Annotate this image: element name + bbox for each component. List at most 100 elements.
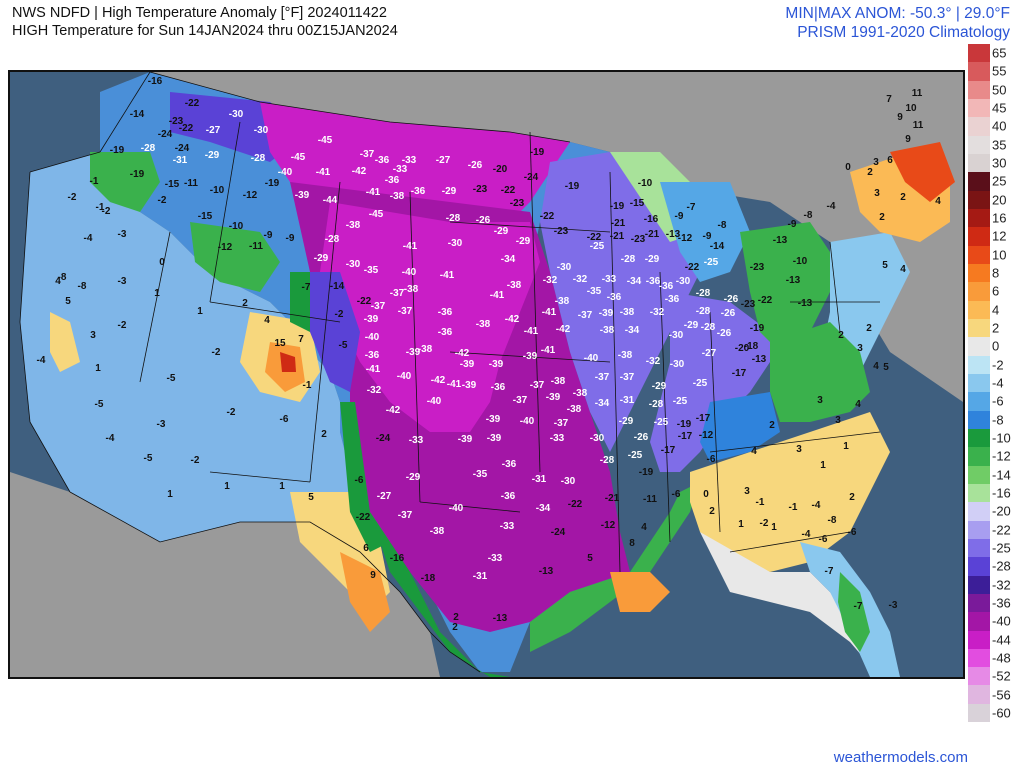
anomaly-value: -41 <box>542 307 557 318</box>
anomaly-value: 5 <box>587 553 593 564</box>
anomaly-value: 3 <box>835 415 841 426</box>
anomaly-value: -26 <box>476 215 491 226</box>
anomaly-value: -24 <box>376 433 391 444</box>
anomaly-value: -19 <box>130 169 145 180</box>
anomaly-value: -29 <box>516 236 531 247</box>
anomaly-value: 3 <box>796 444 802 455</box>
anomaly-value: -38 <box>555 296 570 307</box>
anomaly-value: -33 <box>488 553 503 564</box>
colorbar-swatch <box>968 483 990 503</box>
anomaly-value: -23 <box>510 198 525 209</box>
anomaly-value: -2 <box>760 518 769 529</box>
anomaly-value: -41 <box>366 187 381 198</box>
anomaly-colorbar <box>968 44 990 723</box>
colorbar-swatch <box>968 263 990 283</box>
colorbar-tick-label: -14 <box>992 467 1011 483</box>
anomaly-value: -29 <box>442 186 457 197</box>
anomaly-value: -4 <box>106 433 115 444</box>
anomaly-value: -21 <box>645 229 660 240</box>
colorbar-tick-label: -25 <box>992 540 1011 556</box>
map-canvas: -16-22-30-14-23-27 -30-24-22-45-19 -28 -24-… <box>10 72 963 677</box>
mexico-land <box>10 472 440 677</box>
colorbar-swatch <box>968 447 990 466</box>
anomaly-value: -41 <box>403 241 418 252</box>
anomaly-value: -14 <box>330 281 345 292</box>
anomaly-value: -27 <box>377 491 392 502</box>
anomaly-value: 6 <box>887 155 893 166</box>
anomaly-value: -28 <box>600 455 615 466</box>
anomaly-value: 1 <box>197 306 203 317</box>
anomaly-value: -38 <box>507 280 522 291</box>
anomaly-value: -28 <box>325 234 340 245</box>
colorbar-swatch <box>968 703 990 723</box>
colorbar-swatch <box>968 355 990 374</box>
anomaly-value: -37 <box>360 149 375 160</box>
anomaly-value: -38 <box>567 404 582 415</box>
anomaly-value: -22 <box>540 211 555 222</box>
anomaly-map[interactable]: -16 -22 -30 -14 -23 -27 -30 -24 -22 -45 -19 -28 -24-… <box>8 70 965 679</box>
anomaly-value: -19 <box>565 181 580 192</box>
anomaly-value: -13 <box>493 613 508 624</box>
anomaly-value: -1 <box>756 497 765 508</box>
colorbar-tick-label: -28 <box>992 558 1011 574</box>
anomaly-value: 4 <box>641 522 647 533</box>
site-credit[interactable]: weathermodels.com <box>833 749 968 766</box>
anomaly-value: -26 <box>724 294 739 305</box>
anomaly-value: -28 <box>446 213 461 224</box>
anomaly-value: 11 <box>913 120 924 131</box>
anomaly-value: -22 <box>501 185 516 196</box>
anomaly-value: -29 <box>684 320 699 331</box>
canada-land <box>10 72 963 402</box>
anomaly-value: -22 <box>179 123 194 134</box>
anomaly-value: -30 <box>676 276 691 287</box>
anomaly-value: -40 <box>449 503 464 514</box>
colorbar-swatch <box>968 667 990 686</box>
anomaly-value: -35 <box>364 265 379 276</box>
anomaly-value: 4 <box>751 446 757 457</box>
colorbar-tick-label: -20 <box>992 503 1011 519</box>
colorbar-tick-label: 4 <box>992 302 1000 318</box>
anomaly-value: -2 <box>68 192 77 203</box>
anomaly-value: 1 <box>843 441 849 452</box>
anomaly-value: -37 <box>554 418 569 429</box>
anomaly-value: -20 <box>493 164 508 175</box>
anomaly-value: -39 <box>460 359 475 370</box>
anomaly-value: -40 <box>365 332 380 343</box>
anomaly-value: -28 <box>696 306 711 317</box>
anomaly-value: 3 <box>744 486 750 497</box>
anomaly-value: -11 <box>643 494 657 505</box>
anomaly-value: -18 <box>421 573 436 584</box>
anomaly-value: -36 <box>385 175 400 186</box>
anomaly-value: -19 <box>677 419 692 430</box>
anomaly-value: -6 <box>819 534 828 545</box>
anomaly-value: 4 <box>873 361 879 372</box>
anomaly-value: -37 <box>595 372 610 383</box>
colorbar-swatch <box>968 538 990 558</box>
anomaly-value: -38 <box>430 526 445 537</box>
colorbar-tick-label: -40 <box>992 613 1011 629</box>
anomaly-value: 2 <box>866 323 872 334</box>
anomaly-value: -36 <box>438 307 453 318</box>
anomaly-value: -30 <box>590 433 605 444</box>
anomaly-value: -38 <box>618 350 633 361</box>
anomaly-value: -33 <box>550 433 565 444</box>
anomaly-value: 9 <box>897 112 903 123</box>
anomaly-value: -30 <box>229 109 244 120</box>
anomaly-value: 1 <box>154 288 160 299</box>
colorbar-tick-label: -6 <box>992 393 1004 409</box>
anomaly-value: -29 <box>205 150 220 161</box>
anomaly-value: -4 <box>812 500 821 511</box>
anomaly-value: -27 <box>436 155 451 166</box>
anomaly-value: -19 <box>750 323 765 334</box>
anomaly-value: -6 <box>707 454 716 465</box>
colorbar-swatch <box>968 245 990 264</box>
anomaly-value: -16 <box>644 214 659 225</box>
anomaly-value: -32 <box>367 385 382 396</box>
anomaly-value: -13 <box>773 235 788 246</box>
anomaly-value: -37 <box>371 301 386 312</box>
anomaly-value: -34 <box>536 503 551 514</box>
anomaly-value: -15 <box>630 198 645 209</box>
colorbar-tick-label: 65 <box>992 45 1007 61</box>
anomaly-value: -3 <box>889 600 898 611</box>
anomaly-value: -12 <box>601 520 616 531</box>
